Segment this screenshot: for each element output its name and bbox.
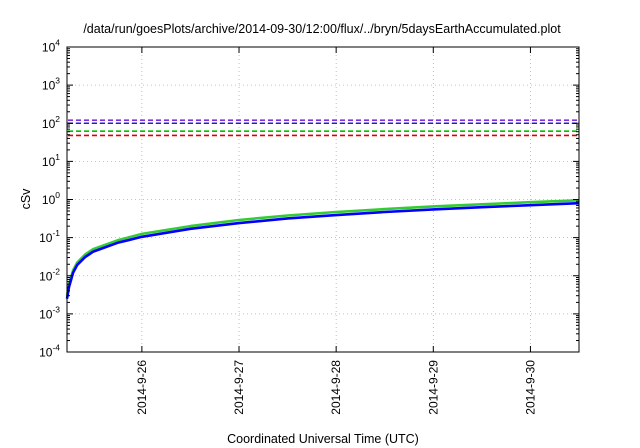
chart-title: /data/run/goesPlots/archive/2014-09-30/1… bbox=[83, 22, 561, 36]
y-tick-exponent: 4 bbox=[55, 38, 60, 48]
y-tick-exponent: -2 bbox=[52, 266, 60, 276]
x-tick-label: 2014-9-27 bbox=[232, 360, 246, 415]
series-lines bbox=[65, 199, 580, 299]
y-tick-base: 10 bbox=[42, 41, 56, 55]
x-tick-label: 2014-9-26 bbox=[135, 360, 149, 415]
series-line bbox=[65, 201, 580, 299]
grid bbox=[67, 47, 579, 352]
x-tick-label: 2014-9-29 bbox=[426, 360, 440, 415]
x-axis-label: Coordinated Universal Time (UTC) bbox=[227, 432, 419, 446]
y-tick-exponent: 0 bbox=[55, 190, 60, 200]
y-tick-base: 10 bbox=[39, 307, 53, 321]
y-tick-base: 10 bbox=[42, 155, 56, 169]
y-tick-base: 10 bbox=[42, 117, 56, 131]
y-tick-exponent: 2 bbox=[55, 114, 60, 124]
y-tick-exponent: -4 bbox=[52, 343, 60, 353]
y-tick-base: 10 bbox=[39, 269, 53, 283]
y-tick-exponent: 3 bbox=[55, 76, 60, 86]
y-tick-label: 10-2 bbox=[39, 266, 60, 283]
y-tick-label: 104 bbox=[42, 38, 60, 55]
x-axis: 2014-9-26 2014-9-27 2014-9-28 2014-9-29 2014… bbox=[135, 47, 537, 415]
y-tick-base: 10 bbox=[42, 193, 56, 207]
y-tick-label: 103 bbox=[42, 76, 60, 93]
y-tick-label: 10-4 bbox=[39, 343, 60, 360]
y-tick-label: 101 bbox=[42, 152, 60, 169]
y-tick-label: 10-3 bbox=[39, 304, 60, 321]
x-tick-label: 2014-9-28 bbox=[329, 360, 343, 415]
y-tick-label: 102 bbox=[42, 114, 60, 131]
y-tick-base: 10 bbox=[39, 346, 53, 360]
y-tick-label: 100 bbox=[42, 190, 60, 207]
series-line bbox=[65, 199, 580, 296]
y-axis-label: cSv bbox=[19, 188, 33, 210]
reference-lines bbox=[68, 119, 578, 137]
y-tick-label: 10-1 bbox=[39, 228, 60, 245]
y-tick-base: 10 bbox=[42, 79, 56, 93]
y-tick-exponent: -1 bbox=[52, 228, 60, 238]
y-tick-exponent: 1 bbox=[55, 152, 60, 162]
y-tick-base: 10 bbox=[39, 231, 53, 245]
y-tick-exponent: -3 bbox=[52, 304, 60, 314]
x-tick-label: 2014-9-30 bbox=[523, 360, 537, 415]
